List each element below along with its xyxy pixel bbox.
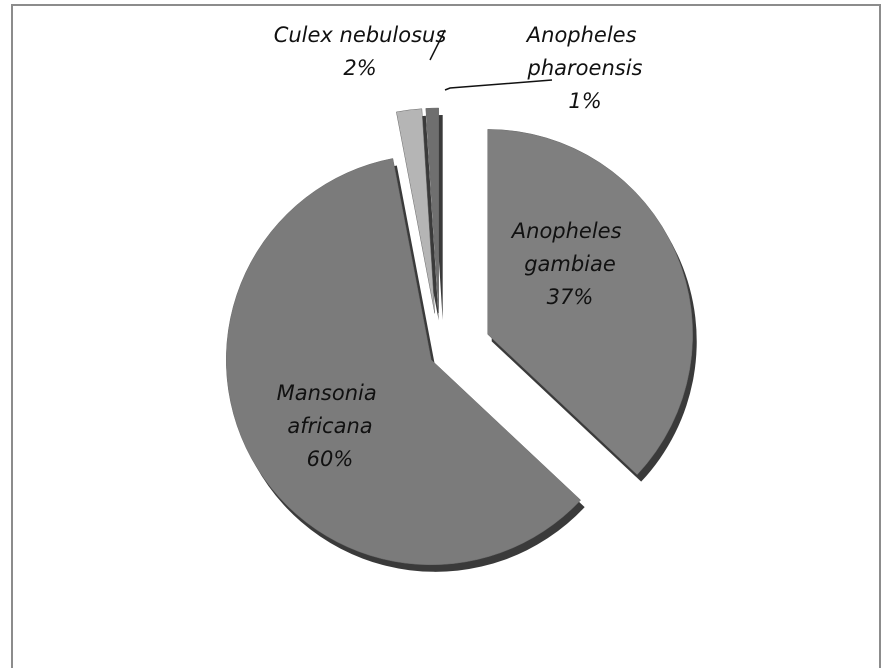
slice-label: Mansonia africana (277, 381, 384, 438)
slice-label: Culex nebulosus (274, 23, 447, 47)
slice (225, 158, 582, 566)
slice-value-label: 60% (307, 447, 354, 471)
slice-value-label: 2% (343, 56, 376, 80)
slice (487, 129, 693, 476)
slice (396, 108, 435, 314)
slice-value-label: 1% (568, 89, 601, 113)
slice-label: Anopheles pharoensis (525, 23, 643, 80)
slice-label: Anopheles gambiae (510, 219, 628, 276)
leader-line (444, 79, 553, 91)
leader-line (429, 29, 446, 61)
slice (425, 107, 439, 314)
slice-value-label: 37% (547, 285, 594, 309)
